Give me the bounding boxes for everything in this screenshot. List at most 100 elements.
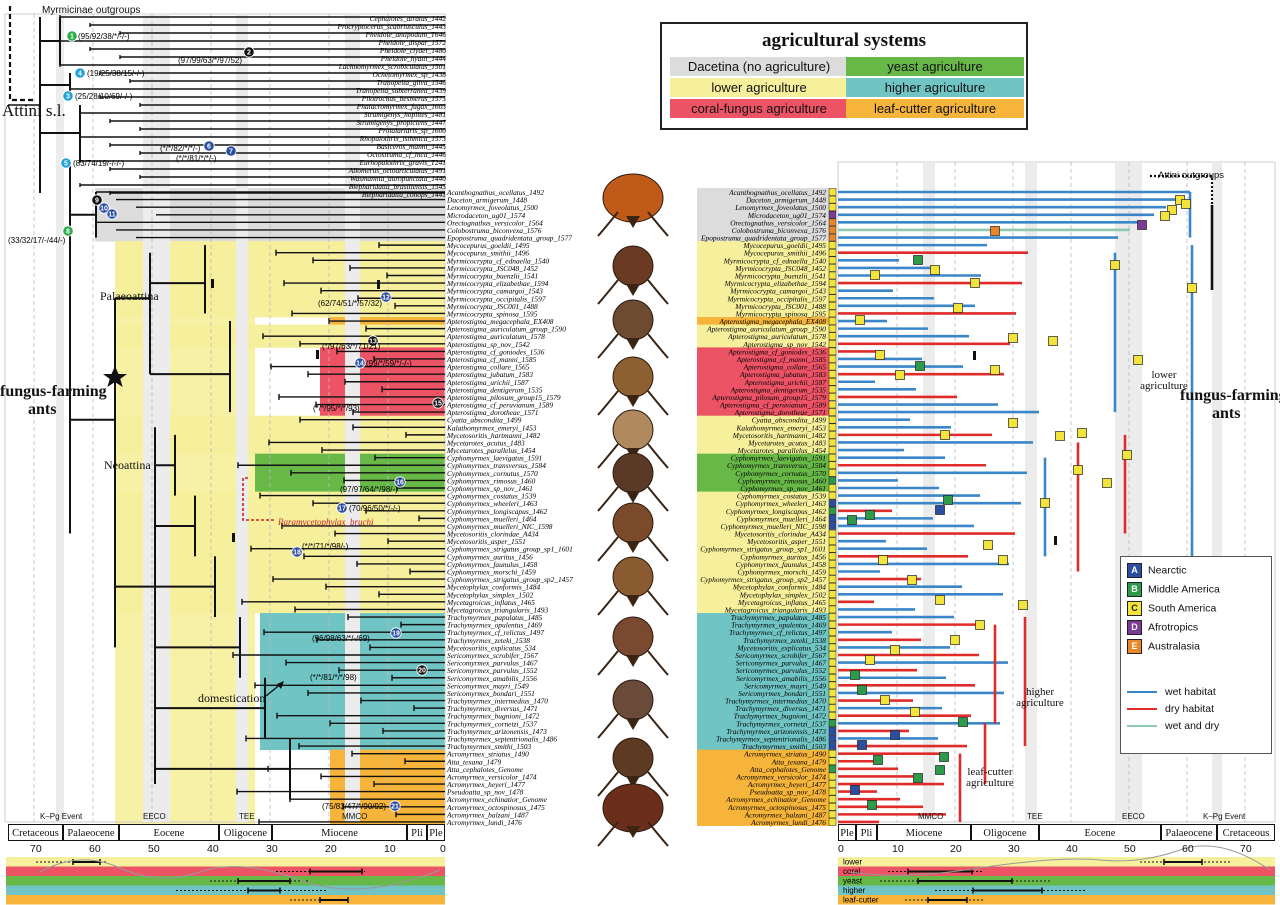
node-circle-16 xyxy=(394,476,406,488)
tip-region-square xyxy=(828,598,837,606)
right-band-higher xyxy=(697,613,830,751)
node-support-value: (70/96/50/*/-/-) xyxy=(349,504,401,513)
node-support-value: (97/99/63/*/97/52) xyxy=(178,56,242,65)
tick-left-20: 20 xyxy=(325,843,337,855)
taxon-label-left: Myrmicocrypta_JSC048_1452 xyxy=(446,264,538,273)
taxon-label-left: Acromyrmex_echinatior_Genome xyxy=(446,795,548,804)
tip-region-square xyxy=(828,666,837,674)
tip-region-square xyxy=(828,431,837,439)
ancestral-state-square xyxy=(1187,283,1197,293)
tip-region-square xyxy=(828,765,837,773)
higher-agriculture-label: higher agriculture xyxy=(1016,686,1064,709)
taxon-label-right: Mycetosoritis_hartmanni_1482 xyxy=(732,431,827,440)
tip-region-square xyxy=(828,324,837,333)
node-support-value: (*/*/81/*/*/98) xyxy=(310,673,357,682)
transition-bar-left xyxy=(316,350,319,359)
tick-right-0: 0 xyxy=(838,843,844,855)
left-climate-band xyxy=(56,14,64,822)
taxon-label-right: Daceton_armigerum_1448 xyxy=(745,196,826,205)
taxon-label-left: Cyphomyrmex_longiscapus_1462 xyxy=(447,507,547,516)
taxon-label-left: Atta_texana_1479 xyxy=(446,757,501,766)
tip-region-square xyxy=(828,211,837,219)
ant-antenna-left xyxy=(597,486,619,512)
ant-antenna-left xyxy=(597,536,619,562)
taxon-label-right: Cyphomyrmex_longiscapus_1462 xyxy=(726,507,826,516)
tip-region-square xyxy=(828,787,837,796)
ancestral-state-square xyxy=(913,773,923,783)
age-band-right-leaf-cutter xyxy=(838,895,1275,905)
outgroup-taxon-label: Protalaridris_sp_1600 xyxy=(378,126,447,135)
ancestral-state-square xyxy=(850,785,860,795)
epoch-left-ple: Ple xyxy=(427,824,445,841)
taxon-label-left: Myrmicocrypta_camargoi_1543 xyxy=(446,287,543,296)
taxon-label-right: Pseudoatta_sp_nov_1478 xyxy=(749,788,827,797)
taxon-label-left: Sericomyrmex_bondari_1551 xyxy=(447,689,535,698)
taxon-label-left: Lenomyrmex_foveolatus_1500 xyxy=(446,203,538,212)
node-circle-6 xyxy=(203,140,215,152)
ant-head-11 xyxy=(597,737,669,797)
ancestral-state-square xyxy=(910,707,920,717)
tick-left-10: 10 xyxy=(384,843,396,855)
ant-antenna-right xyxy=(647,486,669,512)
node-circle-11 xyxy=(106,208,118,220)
ancestral-state-square xyxy=(915,361,925,371)
lower-agriculture-column xyxy=(115,241,255,826)
ancestral-state-square xyxy=(890,645,900,655)
epoch-left-cretaceous: Cretaceous xyxy=(8,824,63,841)
tip-region-square xyxy=(828,302,837,310)
tip-region-square xyxy=(828,408,837,416)
tip-region-square xyxy=(828,749,837,758)
tip-region-square xyxy=(828,309,837,318)
taxon-label-left: Apterostigma_sp_nov_1542 xyxy=(446,340,530,349)
tip-region-square xyxy=(828,514,837,523)
taxon-label-left: Mycocepurus_smithii_1496 xyxy=(446,249,529,258)
ancestral-state-square xyxy=(847,515,857,525)
tip-region-square xyxy=(828,370,837,378)
ant-antenna-left xyxy=(597,443,619,469)
habitat-dry: dry habitat xyxy=(1127,702,1214,716)
tip-region-square xyxy=(828,552,837,561)
ancestral-state-square xyxy=(1040,498,1050,508)
node-circle-18 xyxy=(291,546,303,558)
taxon-label-left: Sericomyrmex_amabilis_1556 xyxy=(447,674,537,683)
taxon-label-right: Trachymyrmex_papulatus_1485 xyxy=(731,613,827,622)
ancestral-state-square xyxy=(1018,600,1028,610)
ancestral-state-square xyxy=(867,800,877,810)
node-number: 8 xyxy=(66,229,70,236)
taxon-label-right: Cyphomyrmex_wheeleri_1463 xyxy=(736,499,827,508)
taxon-label-right: Microdaceton_ug01_1574 xyxy=(747,211,826,220)
legend-coral: coral-fungus agriculture xyxy=(670,99,848,118)
ancestral-state-square xyxy=(970,278,980,288)
ant-antenna-right xyxy=(647,536,669,562)
tip-region-square xyxy=(828,529,837,538)
ant-head-shape xyxy=(612,452,654,494)
ant-mandibles xyxy=(626,718,640,730)
taxon-label-right: Mycetarotes_parallelus_1454 xyxy=(737,446,827,455)
ant-head-shape xyxy=(602,783,664,833)
tip-region-square xyxy=(828,803,837,811)
node-number: 20 xyxy=(418,668,426,675)
taxon-label-left: Myrmicocrypta_cf_ednaella_1540 xyxy=(446,256,550,265)
taxon-label-right: Sericomyrmex_parvulus_1467 xyxy=(736,659,827,668)
outgroup-taxon-label: Procryptocerus_scabriusculus_1443 xyxy=(336,22,446,31)
epoch-right-pli: Pli xyxy=(856,824,877,841)
taxon-label-right: Trachymyrmex_opulentus_1469 xyxy=(731,621,826,630)
ancestral-state-square xyxy=(1008,418,1018,428)
tip-region-square xyxy=(828,484,837,492)
node-support-value: (62/74/51/*/57/32) xyxy=(318,299,382,308)
node-number: 4 xyxy=(78,71,82,78)
tip-region-square xyxy=(828,795,837,803)
ant-antenna-right xyxy=(647,390,669,416)
region-middle-america: B Middle America xyxy=(1127,582,1220,597)
left-panel-frame xyxy=(4,13,446,823)
tick-right-10: 10 xyxy=(892,843,904,855)
ancestral-state-square xyxy=(1133,355,1143,365)
taxon-label-right: Myrmicocrypta_buenzlii_1541 xyxy=(734,271,826,280)
ancestral-state-square xyxy=(857,685,867,695)
taxon-label-right: Cyphomyrmex_faunulus_1458 xyxy=(736,560,827,569)
ancestral-state-square xyxy=(930,265,940,275)
ant-head-4 xyxy=(597,356,669,416)
right-climate-band xyxy=(1025,162,1037,822)
right-band-lower xyxy=(697,324,830,348)
ancestral-state-square xyxy=(1160,211,1170,221)
